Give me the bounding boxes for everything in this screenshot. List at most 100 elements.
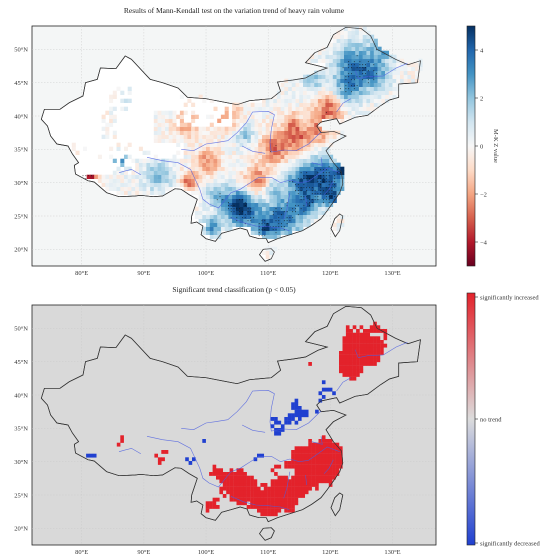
zvalue-cell — [232, 218, 237, 223]
zvalue-cell — [220, 222, 225, 227]
zvalue-cell — [303, 170, 308, 175]
significance-dot — [303, 211, 305, 213]
increased-cell — [380, 351, 384, 355]
zvalue-cell — [310, 94, 315, 99]
increased-cell — [291, 461, 295, 465]
zvalue-cell — [206, 134, 211, 139]
zvalue-cell — [235, 218, 240, 223]
zvalue-cell — [250, 146, 255, 151]
decreased-cell — [294, 406, 299, 410]
increased-cell — [284, 494, 288, 498]
significance-dot — [295, 190, 296, 192]
zvalue-cell — [138, 166, 143, 171]
bottom-border-line — [330, 492, 344, 517]
zvalue-cell — [295, 178, 300, 183]
zvalue-cell — [306, 170, 311, 175]
zvalue-cell — [310, 130, 315, 135]
increased-cell — [366, 340, 371, 344]
zvalue-cell — [344, 50, 349, 55]
zvalue-cell — [228, 154, 233, 159]
increased-cell — [291, 483, 295, 487]
zvalue-cell — [314, 58, 319, 63]
zvalue-cell — [280, 206, 285, 211]
zvalue-cell — [295, 150, 300, 155]
zvalue-cell — [228, 126, 233, 131]
zvalue-cell — [400, 58, 405, 63]
zvalue-cell — [340, 106, 345, 111]
zvalue-cell — [295, 198, 300, 203]
zvalue-cell — [232, 166, 237, 171]
increased-cell — [359, 325, 364, 330]
zvalue-cell — [276, 126, 281, 131]
increased-cell — [308, 479, 312, 484]
bottom-river-line — [323, 459, 334, 474]
zvalue-cell — [165, 178, 170, 183]
zvalue-cell — [224, 178, 229, 183]
zvalue-cell — [135, 178, 140, 183]
zvalue-cell — [295, 162, 300, 167]
zvalue-cell — [280, 222, 285, 227]
zvalue-cell — [306, 110, 311, 115]
significance-dot — [325, 178, 327, 180]
zvalue-cell — [340, 94, 345, 99]
zvalue-cell — [224, 134, 229, 139]
zvalue-cell — [362, 26, 367, 31]
zvalue-cell — [276, 142, 281, 147]
zvalue-cell — [254, 214, 259, 219]
zvalue-cell — [157, 170, 162, 175]
zvalue-cell — [220, 214, 225, 219]
zvalue-cell — [332, 178, 337, 183]
zvalue-cell — [355, 26, 360, 31]
zvalue-cell — [373, 50, 378, 55]
zvalue-cell — [228, 134, 233, 139]
zvalue-cell — [358, 34, 363, 39]
increased-cell — [325, 461, 330, 465]
zvalue-cell — [206, 114, 211, 119]
zvalue-cell — [135, 158, 140, 163]
zvalue-cell — [228, 202, 233, 207]
increased-cell — [274, 486, 278, 491]
increased-cell — [308, 468, 312, 473]
zvalue-cell — [310, 190, 315, 195]
zvalue-cell — [228, 162, 233, 167]
zvalue-cell — [381, 82, 386, 87]
increased-cell — [308, 450, 312, 454]
zvalue-cell — [366, 46, 371, 51]
significance-dot — [339, 88, 341, 90]
zvalue-cell — [291, 150, 296, 155]
zvalue-cell — [239, 126, 244, 131]
significance-dot — [85, 175, 87, 177]
increased-cell — [328, 475, 333, 480]
significance-dot — [295, 208, 296, 210]
zvalue-cell — [142, 174, 147, 179]
increased-cell — [325, 457, 330, 462]
zvalue-cell — [258, 166, 263, 171]
zvalue-cell — [321, 146, 326, 151]
significance-dot — [267, 223, 269, 225]
increased-cell — [383, 336, 388, 341]
zvalue-cell — [321, 138, 326, 143]
zvalue-cell — [247, 158, 252, 163]
zvalue-cell — [377, 54, 382, 59]
zvalue-cell — [385, 50, 390, 55]
significance-dot — [244, 217, 246, 219]
zvalue-cell — [303, 154, 308, 159]
zvalue-cell — [262, 222, 267, 227]
zvalue-cell — [262, 102, 267, 107]
zvalue-cell — [265, 170, 270, 175]
significance-dot — [292, 181, 294, 183]
zvalue-cell — [344, 30, 349, 35]
zvalue-cell — [317, 194, 322, 199]
zvalue-cell — [370, 94, 375, 99]
zvalue-cell — [161, 182, 166, 187]
zvalue-cell — [157, 158, 162, 163]
zvalue-cell — [295, 138, 300, 143]
zvalue-cell — [243, 142, 248, 147]
significance-dot — [373, 79, 375, 81]
zvalue-cell — [153, 162, 158, 167]
increased-cell — [301, 450, 306, 454]
zvalue-cell — [295, 170, 300, 175]
zvalue-cell — [314, 150, 319, 155]
zvalue-cell — [329, 186, 334, 191]
zvalue-cell — [213, 202, 218, 207]
